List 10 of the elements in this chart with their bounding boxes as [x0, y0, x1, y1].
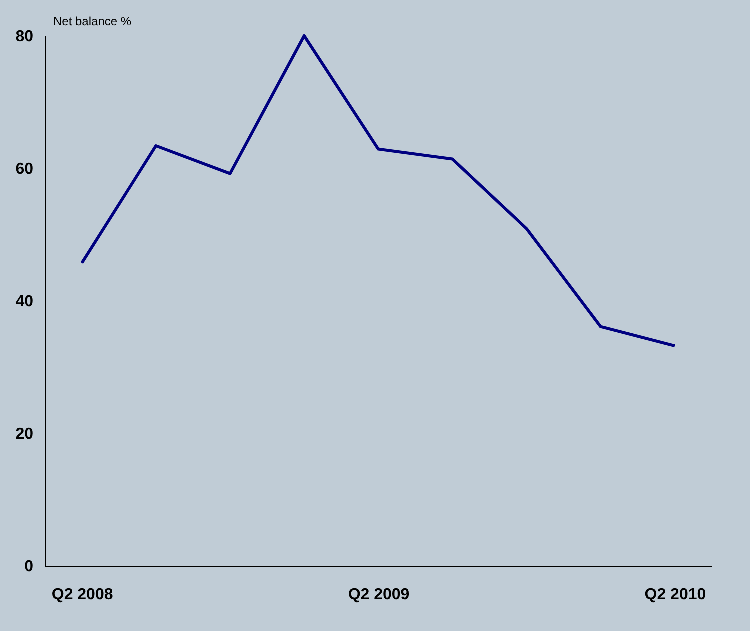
x-tick-label: Q2 2009 — [348, 586, 410, 604]
x-tick-label: Q2 2010 — [644, 586, 706, 604]
y-tick-label: 20 — [16, 426, 34, 443]
line-series — [80, 34, 676, 348]
y-tick-label: 60 — [16, 161, 34, 178]
y-tick-label: 0 — [24, 558, 34, 576]
x-tick-label: Q2 2008 — [52, 586, 114, 604]
y-tick-label: 40 — [16, 294, 34, 310]
y-axis-title: Net balance % — [54, 14, 132, 28]
y-tick-label: 80 — [16, 28, 34, 46]
